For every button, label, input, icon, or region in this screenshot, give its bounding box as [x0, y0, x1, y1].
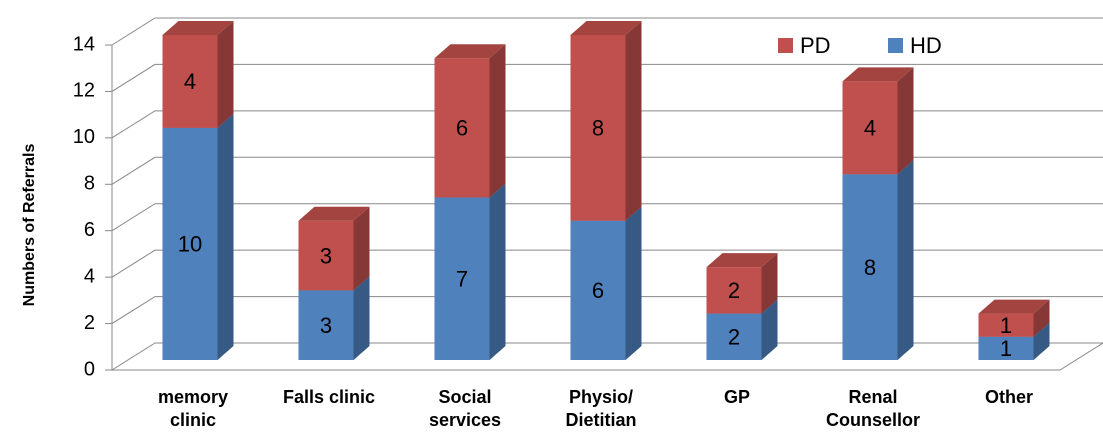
y-tick-label: 8 [84, 173, 95, 195]
bar-top [298, 206, 370, 221]
y-tick-label: 14 [73, 33, 95, 55]
bar-front [570, 35, 626, 221]
bar-side [217, 113, 234, 360]
bar-top [706, 253, 778, 268]
x-tick-label: Falls clinic [282, 387, 376, 407]
data-label: 10 [178, 232, 202, 257]
grid-line [111, 342, 1103, 371]
bar-front [978, 336, 1034, 360]
data-label: 7 [456, 267, 468, 292]
bar-side [761, 253, 778, 314]
bar-side [625, 206, 642, 360]
grid-line [111, 203, 1103, 232]
bar-side [489, 44, 506, 198]
bar-front [162, 127, 218, 360]
bar-front [298, 290, 354, 360]
bar-side [489, 183, 506, 360]
legend-label: HD [910, 33, 942, 58]
legend-swatch [778, 38, 793, 53]
x-tick-label: Renal Counsellor [825, 387, 920, 431]
bar-front [706, 313, 762, 360]
data-label: 8 [592, 116, 604, 141]
bar-front [842, 81, 898, 175]
bar-side [897, 160, 914, 360]
grid-line [111, 17, 1103, 46]
x-tick-label: Other [984, 387, 1033, 407]
bar-front [162, 35, 218, 128]
bar-front [842, 174, 898, 360]
legend-swatch [888, 38, 903, 53]
floor-edge [112, 342, 1103, 371]
data-label: 3 [320, 243, 332, 268]
grid-line [111, 63, 1103, 92]
y-tick-label: 12 [73, 80, 95, 102]
bar-side [353, 276, 370, 360]
bar-front [706, 267, 762, 314]
data-label: 4 [184, 69, 196, 94]
bar-front [434, 197, 490, 360]
data-label: 4 [864, 116, 876, 141]
data-label: 1 [1000, 336, 1012, 361]
bar-top [842, 67, 914, 82]
grid-line [111, 296, 1103, 324]
data-label: 2 [728, 278, 740, 303]
bar-front [570, 220, 626, 360]
grid-line [111, 156, 1103, 185]
bar-top [434, 44, 506, 59]
data-label: 8 [864, 255, 876, 280]
data-label: 3 [320, 313, 332, 338]
bar-front [434, 58, 490, 198]
x-tick-label: GP [723, 387, 750, 407]
y-tick-label: 4 [84, 265, 95, 287]
y-tick-label: 10 [73, 126, 95, 148]
bar-side [761, 299, 778, 360]
bar-side [1033, 299, 1050, 337]
y-axis-title: Numbers of Referrals [21, 144, 38, 307]
bar-top [162, 21, 234, 35]
bar-side [625, 21, 642, 221]
legend-label: PD [800, 33, 831, 58]
bar-side [1033, 322, 1050, 360]
bar-front [978, 313, 1034, 337]
bar-top [978, 299, 1050, 314]
grid-line [111, 249, 1103, 278]
y-tick-label: 6 [84, 219, 95, 241]
x-tick-label: Physio/ Dietitian [565, 387, 637, 431]
data-label: 1 [1000, 313, 1012, 338]
x-tick-label: memory clinic [157, 387, 229, 431]
y-tick-label: 0 [84, 358, 95, 380]
grid-line [111, 110, 1103, 139]
bar-top [570, 21, 642, 35]
bar-side [897, 67, 914, 175]
y-tick-label: 2 [84, 312, 95, 334]
data-label: 6 [592, 278, 604, 303]
data-label: 6 [456, 116, 468, 141]
x-tick-label: Social services [428, 387, 502, 431]
bar-front [298, 220, 354, 291]
data-label: 2 [728, 325, 740, 350]
bar-side [217, 21, 234, 128]
bar-side [353, 206, 370, 291]
